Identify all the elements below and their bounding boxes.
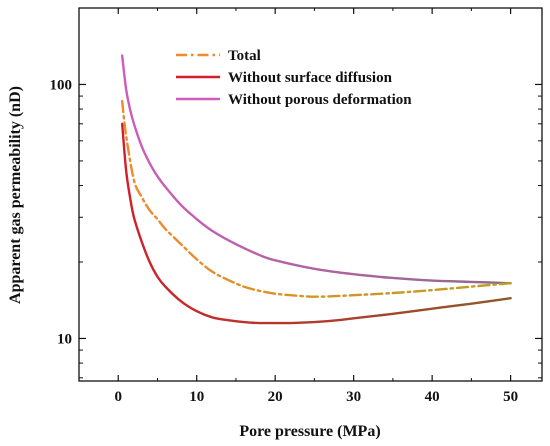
x-tick-label: 0 xyxy=(114,389,122,405)
y-axis-title: Apparent gas permeability (nD) xyxy=(7,86,24,304)
y-tick-label: 100 xyxy=(50,77,73,93)
x-tick-label: 50 xyxy=(503,389,518,405)
series-line-1 xyxy=(120,122,512,325)
axis-ticks: 0 10 20 30 40 50 10 100 xyxy=(50,7,542,405)
x-tick-label: 20 xyxy=(268,389,283,405)
y-tick-label: 10 xyxy=(57,331,72,347)
legend: Total Without surface diffusion Without po… xyxy=(176,48,412,108)
legend-label-2: Without porous deformation xyxy=(228,92,412,108)
x-axis-title: Pore pressure (MPa) xyxy=(239,423,380,440)
legend-label-0: Total xyxy=(228,48,261,64)
plot-frame xyxy=(78,7,543,382)
x-tick-label: 40 xyxy=(425,389,440,405)
series-layer xyxy=(120,54,512,325)
x-tick-label: 10 xyxy=(189,389,204,405)
series-line-0 xyxy=(120,99,512,298)
legend-label-1: Without surface diffusion xyxy=(228,70,393,86)
x-tick-label: 30 xyxy=(346,389,361,405)
series-line-2 xyxy=(120,54,512,285)
